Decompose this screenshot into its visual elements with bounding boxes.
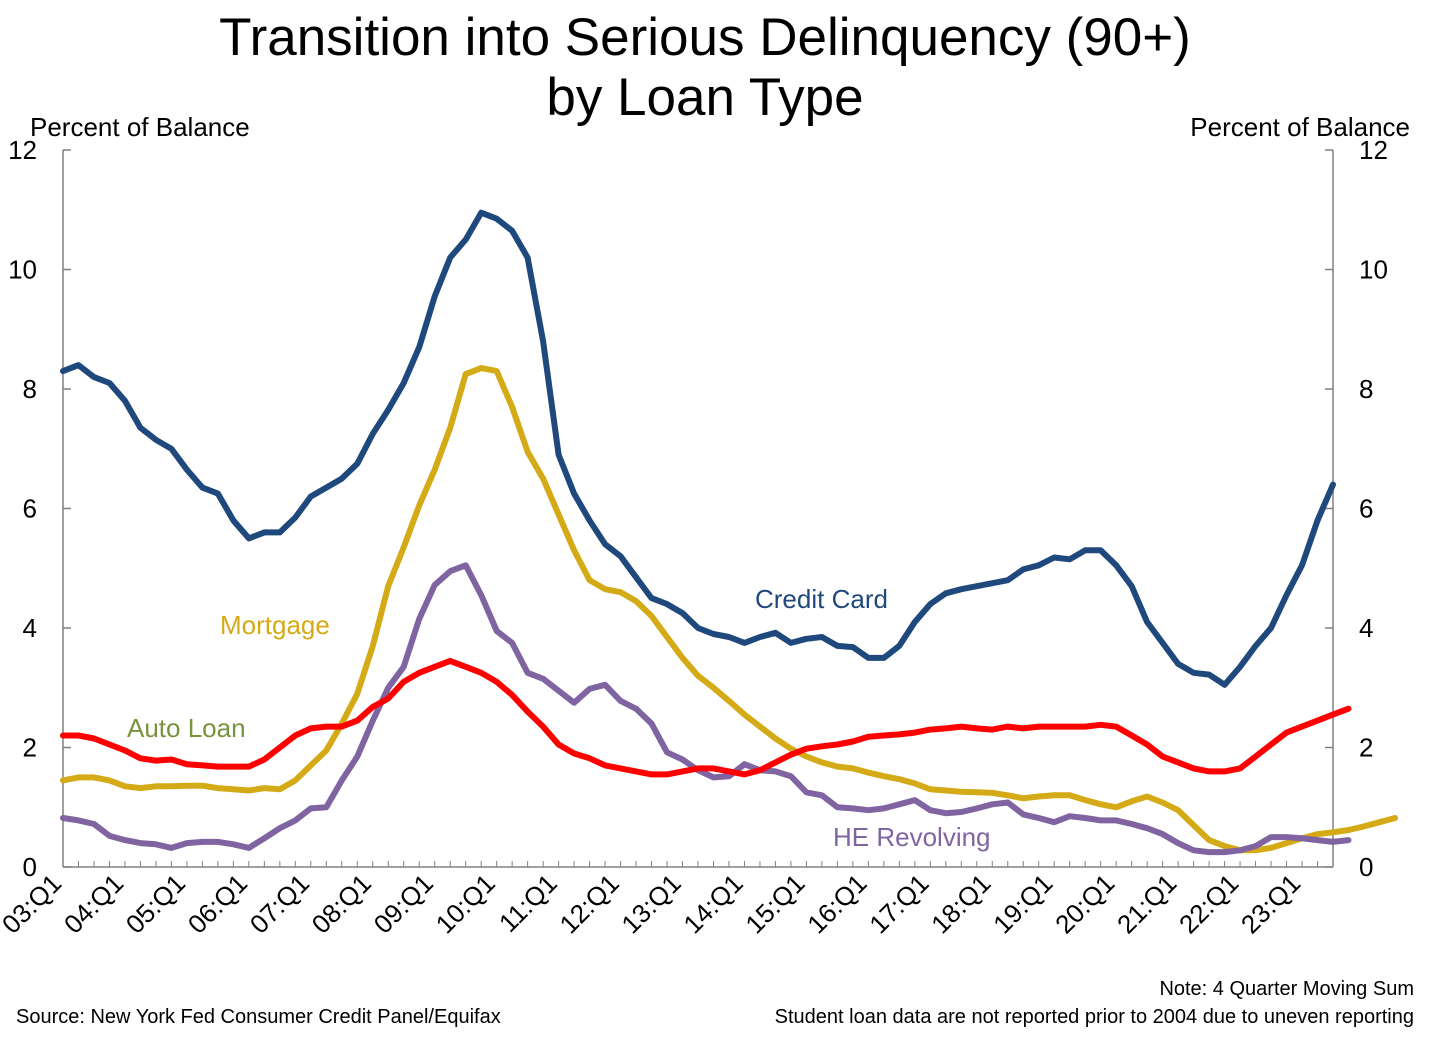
x-tick-label: 11:Q1 bbox=[493, 868, 563, 938]
x-tick-label: 19:Q1 bbox=[987, 868, 1058, 939]
y-tick-label-right: 8 bbox=[1359, 374, 1373, 404]
student-loan-note: Student loan data are not reported prior… bbox=[774, 1006, 1414, 1028]
x-tick-label: 05:Q1 bbox=[120, 868, 191, 939]
y-tick-label-left: 12 bbox=[8, 135, 37, 165]
x-tick-label: 20:Q1 bbox=[1049, 868, 1120, 939]
x-tick-label: 12:Q1 bbox=[554, 868, 625, 939]
x-tick-label: 21:Q1 bbox=[1111, 868, 1182, 939]
y-tick-label-left: 6 bbox=[23, 494, 37, 524]
y-tick-label-left: 10 bbox=[8, 255, 37, 285]
x-tick-label: 16:Q1 bbox=[801, 868, 872, 939]
y-tick-label-right: 2 bbox=[1359, 733, 1373, 763]
y-tick-label-right: 0 bbox=[1359, 852, 1373, 882]
x-tick-label: 06:Q1 bbox=[182, 868, 253, 939]
x-tick-label: 07:Q1 bbox=[244, 868, 315, 939]
credit-card-label: Credit Card bbox=[755, 584, 888, 614]
mortgage-label: Mortgage bbox=[220, 610, 330, 640]
x-tick-label: 23:Q1 bbox=[1235, 868, 1306, 939]
x-tick-label: 13:Q1 bbox=[615, 868, 686, 939]
y-tick-label-right: 10 bbox=[1359, 255, 1388, 285]
chart-subtitle: by Loan Type bbox=[546, 68, 864, 127]
he-revolving-line bbox=[60, 562, 1352, 856]
x-tick-label: 09:Q1 bbox=[368, 868, 439, 939]
right-axis-label: Percent of Balance bbox=[1190, 112, 1410, 142]
chart-title-line1: Transition into Serious Delinquency (90+… bbox=[219, 8, 1191, 67]
y-tick-label-right: 4 bbox=[1359, 613, 1373, 643]
credit-card-line bbox=[60, 209, 1336, 688]
y-tick-label-left: 8 bbox=[23, 374, 37, 404]
x-tick-label: 08:Q1 bbox=[306, 868, 377, 939]
x-tick-label: 18:Q1 bbox=[925, 868, 996, 939]
y-tick-label-left: 2 bbox=[23, 733, 37, 763]
x-tick-label: 10:Q1 bbox=[430, 868, 501, 939]
x-tick-label: 14:Q1 bbox=[677, 868, 748, 939]
left-axis-label: Percent of Balance bbox=[30, 112, 250, 142]
y-tick-label-right: 6 bbox=[1359, 494, 1373, 524]
chart-title: Transition into Serious Delinquency (90+… bbox=[0, 8, 1410, 128]
mortgage-line bbox=[60, 365, 1398, 854]
y-tick-label-left: 4 bbox=[23, 613, 37, 643]
auto-loan-line bbox=[60, 657, 1352, 778]
auto-loan-label: Auto Loan bbox=[127, 713, 246, 743]
source-note: Source: New York Fed Consumer Credit Pan… bbox=[16, 1006, 501, 1028]
x-tick-label: 04:Q1 bbox=[58, 868, 129, 939]
y-tick-label-left: 0 bbox=[23, 852, 37, 882]
he-revolving-label: HE Revolving bbox=[833, 822, 991, 852]
x-tick-label: 22:Q1 bbox=[1173, 868, 1244, 939]
y-tick-label-right: 12 bbox=[1359, 135, 1388, 165]
x-tick-label: 17:Q1 bbox=[863, 868, 934, 939]
x-tick-label: 15:Q1 bbox=[739, 868, 810, 939]
moving-sum-note: Note: 4 Quarter Moving Sum bbox=[1159, 978, 1414, 1000]
